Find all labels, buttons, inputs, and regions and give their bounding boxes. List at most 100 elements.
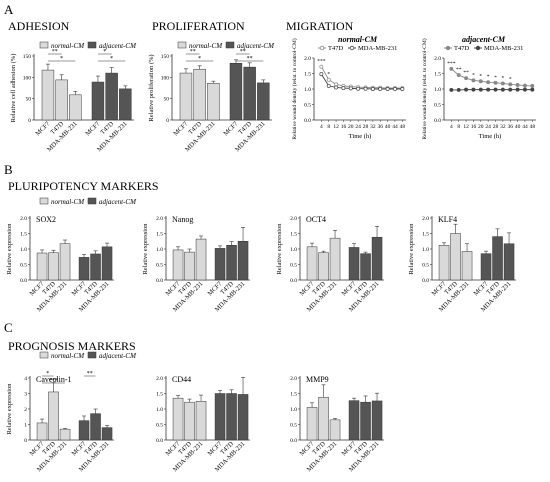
bar (78, 420, 90, 441)
x-tick-label: 8 (327, 124, 330, 130)
bar (214, 393, 226, 441)
y-tick-label: 0.0 (20, 278, 27, 284)
significance-label: ** (190, 49, 196, 55)
y-axis-label: Relative expression (142, 223, 149, 275)
y-tick-label: 150 (23, 54, 32, 60)
bar (306, 246, 318, 281)
legend-label-t47d: T47D (328, 45, 343, 52)
y-tick-label: 2 (24, 407, 27, 413)
legend-label-mda: MDA-MB-231 (484, 45, 523, 52)
data-point (508, 87, 513, 92)
x-tick-label: 48 (400, 124, 406, 130)
x-tick-label: MCF7 (172, 120, 189, 137)
y-tick-label: 0.0 (156, 438, 163, 444)
y-tick-label: 150 (161, 54, 170, 60)
significance-label: *** (447, 61, 456, 67)
bar (348, 400, 360, 441)
bar (318, 252, 329, 281)
data-point (478, 79, 483, 84)
bar (59, 243, 71, 281)
significance-label: * (46, 371, 49, 377)
bar (229, 63, 243, 121)
data-point (486, 87, 491, 92)
x-tick-label: 28 (493, 124, 499, 130)
significance-label: ** (240, 49, 246, 55)
bar (179, 72, 193, 121)
title-migration: MIGRATION (286, 19, 354, 33)
y-tick-label: 4 (24, 376, 27, 382)
legend-marker-t47d (319, 45, 325, 51)
bar (461, 251, 473, 281)
x-tick-label: 36 (507, 124, 513, 130)
bar (119, 88, 132, 121)
significance-label: * (327, 72, 330, 78)
legend-adhesion: normal-CM adjacent-CM (39, 41, 137, 50)
data-point (385, 87, 390, 91)
data-point (356, 86, 361, 91)
bar (184, 401, 195, 441)
y-axis-label: Relative expression (276, 223, 283, 275)
bar (59, 428, 71, 441)
y-tick-label: 1.0 (156, 247, 163, 253)
legend-label-adjacent: adjacent-CM (99, 352, 137, 360)
data-point (493, 87, 498, 92)
data-point (523, 87, 527, 92)
bar (450, 233, 461, 281)
y-tick-label: 2.0 (434, 56, 441, 62)
bar (438, 245, 450, 281)
bar (237, 394, 249, 441)
x-tick-label: 32 (500, 124, 506, 130)
x-tick-label: 4 (320, 124, 323, 130)
series-line (320, 73, 403, 90)
y-tick-label: 1.0 (304, 87, 311, 93)
panel-letter-c: C (4, 320, 13, 335)
bar (329, 419, 341, 441)
bar (348, 247, 360, 281)
y-tick-label: 0.5 (290, 423, 297, 429)
significance-label: *** (317, 59, 326, 65)
legend-migration-normal: T47D MDA-MB-231 (318, 45, 397, 52)
data-point (319, 64, 324, 69)
x-tick-label: 44 (522, 124, 528, 130)
y-tick-label: 1.5 (290, 392, 297, 398)
bar (360, 401, 371, 441)
data-point (464, 76, 469, 81)
data-point (471, 87, 476, 92)
legend-label-normal: normal-CM (51, 42, 85, 50)
y-axis-label: Relative wound density (relat. to contro… (291, 38, 298, 139)
significance-label: * (479, 73, 482, 79)
legend-label-adjacent: adjacent-CM (99, 42, 137, 50)
y-axis-label: Relative wound density (relat. to contro… (421, 38, 428, 139)
x-tick-label: 16 (471, 124, 477, 130)
x-tick-label: 20 (478, 124, 484, 130)
legend-marker-t47d (445, 45, 451, 51)
y-axis-label: Relative expression (6, 383, 13, 435)
x-tick-label: 20 (348, 124, 354, 130)
legend-proliferation: normal-CM adjacent-CM (177, 41, 275, 50)
legend-swatch-normal (177, 41, 187, 49)
bar (101, 427, 113, 441)
x-tick-label: 40 (515, 124, 521, 130)
bar (195, 401, 207, 441)
y-tick-label: 2.0 (156, 216, 163, 222)
legend-label-adjacent: adjacent-CM (99, 198, 137, 206)
x-tick-label: 24 (355, 124, 361, 130)
y-tick-label: 1.5 (434, 72, 441, 78)
chart-migration-adjacent: 0.00.51.01.52.04 8 12 16 20 24 28 32 36 40 44 48Tim… (421, 38, 536, 140)
significance-label: * (509, 76, 512, 82)
bar (193, 68, 206, 121)
y-tick-label: 50 (26, 97, 32, 103)
data-point (486, 80, 491, 85)
x-tick-label: 48 (530, 124, 536, 130)
legend-label-normal: normal-CM (189, 42, 223, 50)
y-tick-label: 2.0 (156, 376, 163, 382)
y-tick-label: 0.5 (20, 263, 27, 269)
x-tick-label: MCF7 (222, 120, 239, 137)
y-tick-label: 2.0 (20, 216, 27, 222)
x-tick-label: 8 (457, 124, 460, 130)
